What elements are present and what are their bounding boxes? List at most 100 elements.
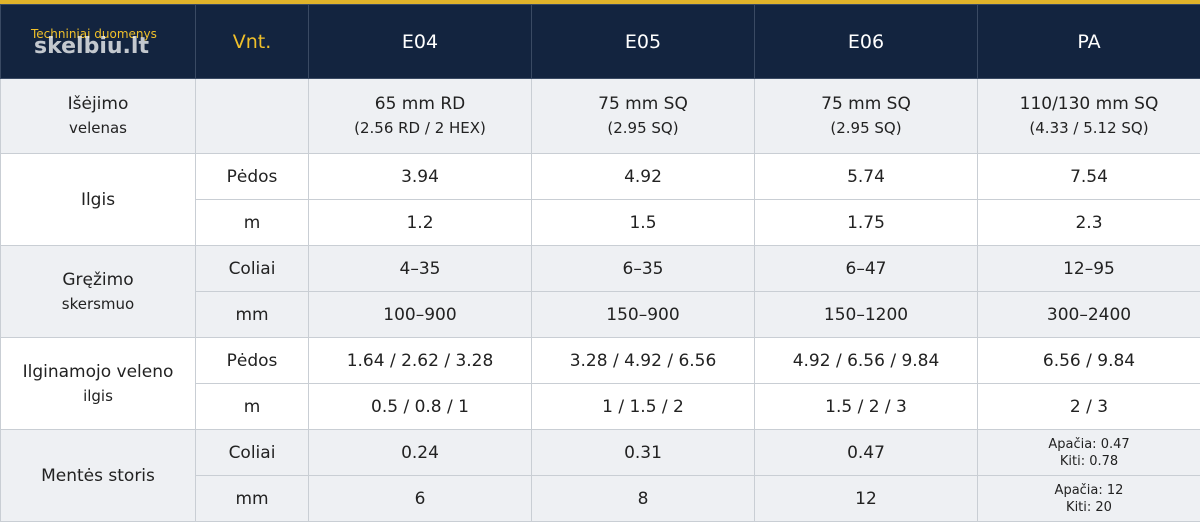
cell-line: 12 [755,488,977,510]
cell-line: 6.56 / 9.84 [978,350,1200,372]
value-cell: 1 / 1.5 / 2 [532,384,755,430]
cell-line: 12–95 [978,258,1200,280]
cell-line: 4–35 [309,258,531,280]
value-cell: 0.47 [755,430,978,476]
cell-line: 2.3 [978,212,1200,234]
cell-line: 1 / 1.5 / 2 [532,396,754,418]
cell-line: 0.31 [532,442,754,464]
value-cell: 6–35 [532,246,755,292]
cell-line: (2.56 RD / 2 HEX) [309,117,531,139]
header-cell: PA [978,5,1200,79]
value-cell: 3.94 [309,154,532,200]
header-cell: Techniniai duomenys [1,5,196,79]
unit-cell: mm [196,476,309,522]
cell-line: 0.47 [755,442,977,464]
cell-line: 110/130 mm SQ [978,93,1200,115]
cell-line: 1.64 / 2.62 / 3.28 [309,350,531,372]
cell-line: Išėjimo [1,93,195,115]
unit-cell: Pėdos [196,338,309,384]
cell-line: skersmuo [1,293,195,315]
cell-line: 150–900 [532,304,754,326]
cell-line: (4.33 / 5.12 SQ) [978,117,1200,139]
value-cell: 5.74 [755,154,978,200]
value-cell: 150–1200 [755,292,978,338]
cell-line: 7.54 [978,166,1200,188]
value-cell: 0.24 [309,430,532,476]
cell-line: 0.24 [309,442,531,464]
cell-line: 3.94 [309,166,531,188]
unit-cell: Coliai [196,246,309,292]
value-cell: 12 [755,476,978,522]
value-cell: 0.31 [532,430,755,476]
value-cell: 75 mm SQ(2.95 SQ) [755,79,978,154]
unit-cell: m [196,384,309,430]
value-cell: 4.92 / 6.56 / 9.84 [755,338,978,384]
cell-line: (2.95 SQ) [755,117,977,139]
value-cell: 4.92 [532,154,755,200]
value-cell: 8 [532,476,755,522]
cell-line: 4.92 / 6.56 / 9.84 [755,350,977,372]
value-cell: 3.28 / 4.92 / 6.56 [532,338,755,384]
cell-line: Gręžimo [1,269,195,291]
cell-line: 300–2400 [978,304,1200,326]
value-cell: 7.54 [978,154,1200,200]
cell-line: Mentės storis [1,465,195,487]
cell-line: 8 [532,488,754,510]
value-cell: 150–900 [532,292,755,338]
value-cell: 1.75 [755,200,978,246]
value-cell: 6 [309,476,532,522]
value-cell: 1.5 / 2 / 3 [755,384,978,430]
value-cell: 65 mm RD(2.56 RD / 2 HEX) [309,79,532,154]
value-cell: 0.5 / 0.8 / 1 [309,384,532,430]
cell-line: 75 mm SQ [755,93,977,115]
header-cell: E06 [755,5,978,79]
cell-line: Ilgis [1,189,195,211]
cell-line: 1.5 / 2 / 3 [755,396,977,418]
cell-line: 150–1200 [755,304,977,326]
unit-cell: mm [196,292,309,338]
cell-line: 0.5 / 0.8 / 1 [309,396,531,418]
cell-line: velenas [1,117,195,139]
cell-line: 65 mm RD [309,93,531,115]
cell-line: 1.5 [532,212,754,234]
cell-line: 1.75 [755,212,977,234]
header-cell: E05 [532,5,755,79]
value-cell: 12–95 [978,246,1200,292]
cell-line: 1.2 [309,212,531,234]
cell-line: 6–35 [532,258,754,280]
group-label: Mentės storis [1,430,196,522]
cell-line: Kiti: 20 [978,499,1200,516]
cell-line: 6 [309,488,531,510]
unit-cell: m [196,200,309,246]
header-cell: Vnt. [196,5,309,79]
unit-cell: Coliai [196,430,309,476]
cell-line: 75 mm SQ [532,93,754,115]
value-cell: 75 mm SQ(2.95 SQ) [532,79,755,154]
header-cell: E04 [309,5,532,79]
value-cell: 1.64 / 2.62 / 3.28 [309,338,532,384]
value-cell: 1.2 [309,200,532,246]
cell-line: (2.95 SQ) [532,117,754,139]
value-cell: 110/130 mm SQ(4.33 / 5.12 SQ) [978,79,1200,154]
cell-line: 5.74 [755,166,977,188]
cell-line: 4.92 [532,166,754,188]
value-cell: 4–35 [309,246,532,292]
value-cell: 100–900 [309,292,532,338]
group-label: Ilgis [1,154,196,246]
unit-cell: Pėdos [196,154,309,200]
value-cell: 6.56 / 9.84 [978,338,1200,384]
cell-line: 3.28 / 4.92 / 6.56 [532,350,754,372]
cell-line: Ilginamojo veleno [1,361,195,383]
cell-line: ilgis [1,385,195,407]
cell-line: 100–900 [309,304,531,326]
